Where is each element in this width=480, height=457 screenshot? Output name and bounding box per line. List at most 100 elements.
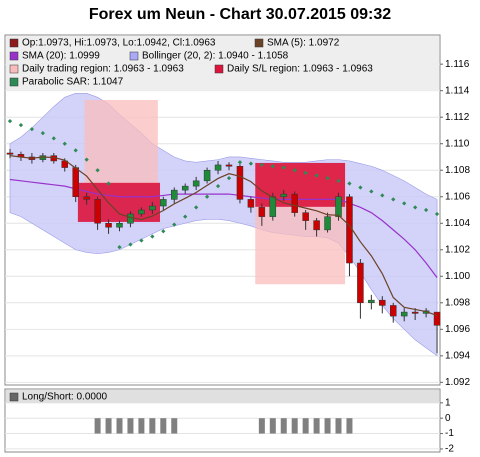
sar-dot — [215, 184, 221, 189]
sar-dot — [402, 201, 407, 206]
bar — [258, 418, 265, 434]
candle-body — [411, 311, 419, 314]
bar — [116, 418, 123, 434]
bar — [127, 418, 134, 434]
candle-body — [160, 199, 167, 207]
candle-body — [368, 299, 375, 304]
bar — [269, 418, 276, 434]
legend-swatch — [9, 392, 19, 402]
sar-dot — [434, 211, 440, 217]
sar-dot — [150, 234, 155, 239]
sar-dot — [29, 127, 35, 132]
legend-label: Parabolic SAR: 1.1047 — [22, 77, 124, 88]
sar-dot — [391, 197, 396, 202]
legend-label: Op:1.0973, Hi:1.0973, Lo:1.0942, Cl:1.09… — [22, 38, 216, 49]
sar-dot — [325, 176, 330, 181]
bar — [302, 418, 309, 434]
legend-label: Bollinger (20, 2): 1.0940 - 1.1058 — [142, 51, 289, 62]
y-tick-label: 1.116 — [445, 59, 470, 70]
chart-title: Forex um Neun - Chart 30.07.2015 09:32 — [89, 6, 391, 23]
sar-dot — [106, 181, 111, 186]
candle-body — [225, 164, 233, 167]
bar — [324, 418, 331, 434]
bar — [160, 418, 167, 434]
candle-body — [116, 223, 123, 228]
y-tick-label: 1.114 — [445, 85, 470, 96]
sar-dot — [161, 229, 166, 234]
candle-body — [346, 196, 353, 264]
bar — [335, 418, 342, 434]
y-tick-label: -1 — [445, 428, 454, 439]
legend-label: Long/Short: 0.0000 — [22, 392, 108, 403]
sar-dot — [62, 141, 67, 146]
candle-body — [269, 196, 277, 217]
bar — [149, 418, 156, 434]
y-tick-label: 1.112 — [445, 112, 470, 123]
trading-region — [84, 99, 158, 185]
y-tick-label: 1.092 — [445, 377, 470, 388]
legend-swatch — [9, 51, 19, 61]
candle-body — [313, 220, 320, 231]
sar-dot — [358, 185, 363, 190]
sar-dot — [314, 173, 319, 178]
sar-dot — [281, 165, 286, 170]
y-tick-label: 1.106 — [445, 191, 470, 202]
y-tick-label: 1.108 — [445, 165, 470, 176]
sar-dot — [292, 168, 297, 173]
sar-dot — [380, 193, 385, 198]
sar-dot — [336, 178, 341, 183]
sar-dot — [139, 238, 144, 243]
legend-label: Daily S/L region: 1.0963 - 1.0963 — [227, 64, 373, 75]
y-tick-label: 1.104 — [445, 218, 470, 229]
candle-body — [127, 213, 134, 224]
candle-body — [83, 196, 90, 200]
candle-body — [302, 212, 309, 221]
candle-body — [280, 193, 287, 197]
sma20-line — [9, 178, 438, 278]
legend-label: SMA (20): 1.0999 — [22, 51, 100, 62]
candle-body — [335, 196, 342, 217]
sar-dot — [226, 176, 232, 181]
legend-label: SMA (5): 1.0972 — [267, 38, 340, 49]
sar-dot — [128, 242, 133, 247]
sar-dot — [413, 205, 418, 210]
y-tick-label: 1 — [445, 397, 451, 408]
legend-swatch — [129, 51, 139, 61]
y-tick-label: 0 — [445, 413, 451, 424]
candle-body — [72, 167, 79, 197]
legend-swatch — [9, 77, 19, 87]
sma5-line — [9, 155, 438, 317]
y-tick-label: 1.102 — [445, 244, 470, 255]
sar-dot — [237, 160, 243, 165]
bar — [171, 418, 178, 434]
bar — [94, 418, 101, 434]
bar — [138, 418, 145, 434]
sar-dot — [270, 164, 275, 169]
sar-dot — [40, 130, 45, 136]
candle-body — [236, 166, 244, 200]
candle-body — [192, 180, 200, 187]
y-tick-label: 1.100 — [445, 271, 470, 282]
candle-body — [149, 205, 156, 211]
candle-body — [433, 311, 441, 326]
sar-dot — [51, 136, 56, 141]
candle-body — [214, 164, 222, 171]
bar — [291, 418, 298, 434]
sar-dot — [248, 161, 254, 166]
sar-dot — [95, 168, 100, 173]
legend-box — [6, 36, 439, 91]
sar-dot — [303, 170, 308, 176]
sl-region — [77, 182, 161, 222]
bar — [313, 418, 320, 434]
sar-dot — [84, 157, 89, 162]
bar — [346, 418, 353, 434]
bar — [280, 418, 287, 434]
candle-body — [105, 223, 112, 228]
legend-swatch — [9, 38, 19, 48]
sar-dot — [73, 148, 78, 153]
sar-dot — [204, 194, 210, 199]
sar-dot — [172, 222, 177, 227]
candle-body — [324, 216, 331, 231]
y-tick-label: 1.096 — [445, 324, 470, 335]
